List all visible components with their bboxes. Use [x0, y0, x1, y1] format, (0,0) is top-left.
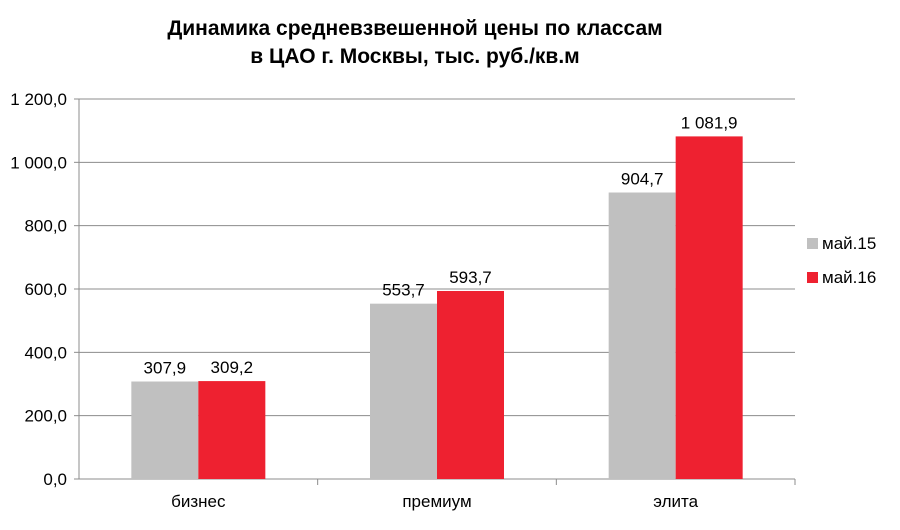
data-label: 307,9 — [144, 358, 187, 377]
x-tick-label: премиум — [402, 492, 471, 511]
legend-label: май.15 — [822, 234, 876, 253]
data-label: 309,2 — [211, 358, 254, 377]
data-label: 1 081,9 — [681, 113, 738, 132]
bar — [675, 136, 743, 480]
y-tick-label: 600,0 — [24, 280, 67, 299]
chart-title-line-1: Динамика средневзвешенной цены по класса… — [167, 17, 663, 40]
y-tick-label: 200,0 — [24, 407, 67, 426]
bar — [370, 303, 437, 479]
bar — [608, 192, 676, 480]
bar — [131, 381, 199, 479]
y-tick-label: 400,0 — [24, 343, 67, 362]
x-tick-label: элита — [653, 492, 698, 511]
chart-title-line-2: в ЦАО г. Москвы, тыс. руб./кв.м — [250, 45, 580, 68]
legend-label: май.16 — [822, 268, 876, 287]
bar — [198, 381, 266, 479]
data-label: 904,7 — [621, 170, 664, 189]
y-tick-label: 800,0 — [24, 217, 67, 236]
legend-swatch — [807, 272, 818, 283]
legend-swatch — [807, 238, 818, 249]
bar — [437, 290, 504, 479]
data-label: 553,7 — [382, 281, 425, 300]
y-tick-label: 1 000,0 — [10, 153, 67, 172]
x-tick-label: бизнес — [171, 492, 226, 511]
y-tick-label: 1 200,0 — [10, 90, 67, 109]
data-label: 593,7 — [449, 268, 492, 287]
y-tick-label: 0,0 — [43, 470, 67, 489]
